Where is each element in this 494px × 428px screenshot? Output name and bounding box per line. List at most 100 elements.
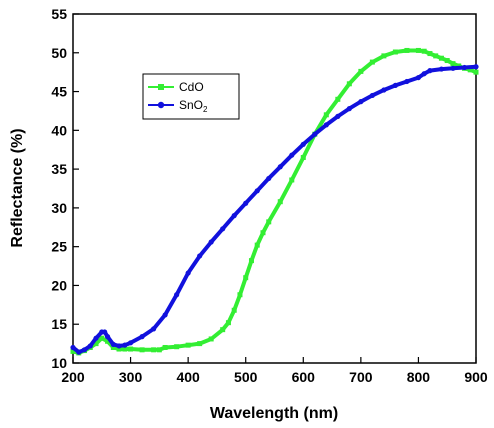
data-point-cdo (220, 327, 226, 333)
y-tick-label: 30 (51, 200, 67, 216)
x-tick-label: 200 (61, 369, 85, 385)
data-point-cdo (116, 346, 122, 352)
data-point-cdo (358, 68, 364, 74)
data-point-cdo (231, 307, 237, 313)
data-point-sno2 (381, 87, 387, 93)
data-point-cdo (473, 69, 479, 75)
data-point-cdo (404, 47, 410, 53)
data-point-sno2 (127, 340, 134, 346)
y-tick-label: 50 (51, 45, 67, 61)
legend-marker-cdo (158, 84, 164, 90)
data-point-sno2 (174, 292, 180, 298)
data-point-cdo (444, 58, 450, 64)
data-point-sno2 (70, 344, 76, 351)
data-point-sno2 (81, 347, 88, 353)
data-point-cdo (415, 47, 421, 53)
data-point-sno2 (335, 113, 341, 119)
y-tick-label: 35 (51, 161, 67, 177)
data-point-sno2 (93, 335, 99, 341)
data-point-cdo (335, 96, 341, 102)
data-point-sno2 (415, 74, 422, 81)
x-tick-label: 900 (464, 369, 488, 385)
data-point-sno2 (346, 106, 352, 112)
data-point-cdo (99, 335, 105, 341)
data-point-cdo (110, 344, 116, 350)
data-point-cdo (185, 342, 191, 348)
data-point-sno2 (104, 334, 111, 340)
data-point-cdo (156, 347, 162, 353)
y-axis-title: Reflectance (%) (9, 128, 26, 247)
y-tick-label: 40 (51, 122, 67, 138)
data-point-sno2 (151, 326, 157, 332)
data-point-sno2 (358, 99, 364, 105)
legend-label-sno2: SnO2 (179, 98, 208, 114)
data-point-cdo (243, 275, 249, 281)
data-point-sno2 (162, 312, 168, 318)
data-point-cdo (93, 341, 99, 347)
x-tick-label: 600 (292, 369, 316, 385)
data-point-cdo (323, 112, 329, 118)
data-point-sno2 (197, 253, 203, 259)
data-point-cdo (369, 59, 375, 65)
data-point-cdo (260, 230, 266, 236)
data-point-cdo (105, 338, 111, 344)
data-point-sno2 (404, 78, 410, 85)
data-point-cdo (381, 53, 387, 59)
data-point-cdo (433, 53, 439, 59)
data-point-sno2 (300, 141, 306, 147)
y-tick-label: 10 (51, 355, 67, 371)
data-point-sno2 (254, 188, 260, 194)
legend-box (142, 73, 240, 120)
data-point-cdo (237, 292, 243, 298)
series-cdo (70, 47, 479, 356)
data-point-cdo (289, 177, 295, 183)
data-point-sno2 (208, 239, 214, 245)
series-line-cdo (71, 48, 478, 355)
y-tick-label: 25 (51, 239, 67, 255)
x-tick-label: 800 (407, 369, 431, 385)
data-point-sno2 (231, 213, 237, 219)
y-tick-label: 45 (51, 84, 67, 100)
data-point-cdo (266, 219, 272, 225)
data-point-cdo (248, 258, 254, 264)
data-point-sno2 (392, 82, 398, 88)
data-point-cdo (277, 199, 283, 205)
data-point-cdo (70, 348, 76, 354)
data-point-cdo (225, 320, 231, 326)
data-point-sno2 (185, 270, 191, 276)
data-point-sno2 (116, 343, 122, 349)
data-point-cdo (392, 49, 398, 55)
data-point-cdo (346, 81, 352, 87)
legend-label-cdo: CdO (179, 80, 204, 94)
data-point-sno2 (243, 200, 249, 206)
data-point-sno2 (87, 343, 93, 349)
data-point-sno2 (110, 341, 116, 347)
data-point-cdo (139, 347, 145, 353)
legend-marker-sno2 (157, 101, 165, 109)
x-tick-label: 700 (349, 369, 373, 385)
ticks-layer: 200 300 400 500 600 700 800 900 10 15 20 25 30 35 40 45… (51, 6, 487, 385)
data-point-sno2 (122, 342, 128, 348)
data-point-sno2 (461, 64, 468, 71)
y-tick-label: 55 (51, 6, 67, 22)
x-tick-label: 500 (234, 369, 258, 385)
series-layer (70, 47, 479, 356)
data-point-sno2 (312, 131, 318, 137)
data-point-cdo (208, 336, 214, 342)
data-point-sno2 (323, 122, 329, 128)
data-point-cdo (174, 344, 180, 350)
data-point-cdo (438, 55, 444, 61)
x-tick-label: 400 (176, 369, 200, 385)
data-point-sno2 (139, 334, 145, 340)
data-point-cdo (122, 346, 128, 352)
data-point-cdo (151, 347, 157, 353)
data-point-sno2 (450, 65, 456, 71)
data-point-sno2 (473, 64, 479, 70)
data-point-sno2 (369, 92, 375, 99)
legend: CdO SnO2 (142, 73, 240, 120)
data-point-sno2 (76, 349, 82, 355)
data-point-cdo (467, 67, 473, 73)
data-point-sno2 (266, 175, 272, 182)
plot-frame (72, 13, 477, 364)
data-point-sno2 (220, 226, 226, 232)
